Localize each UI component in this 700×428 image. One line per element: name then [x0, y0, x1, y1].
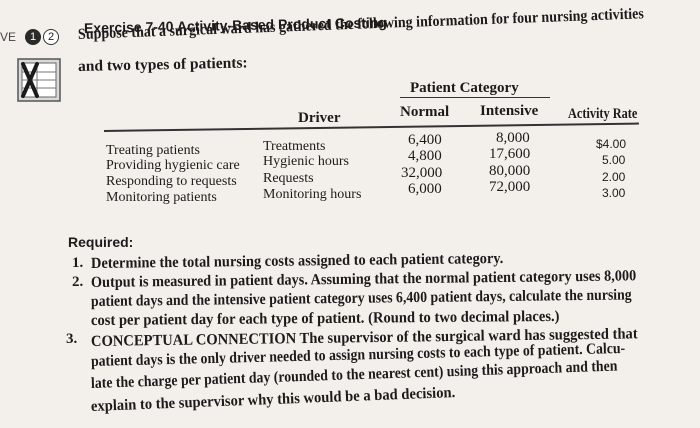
intro-line-1: Suppose that a surgical ward has gathere…: [78, 3, 700, 44]
column-header-driver: Driver: [298, 110, 341, 126]
intro-line-2: and two types of patients:: [77, 54, 248, 75]
table-row-activity: Responding to requests: [106, 174, 237, 189]
table-row-intensive: 72,000: [489, 179, 531, 195]
intro-line-1-text: Suppose that a surgical ward has gathere…: [77, 5, 645, 43]
table-rule: [103, 122, 639, 132]
table-row-rate: $4.00: [596, 137, 627, 151]
table-row-activity: Treating patients: [106, 143, 200, 158]
required-heading: Required:: [68, 234, 134, 250]
column-header-intensive: Intensive: [480, 103, 539, 119]
table-row-normal: 32,000: [401, 165, 443, 181]
required-item-number: 1.: [72, 255, 84, 271]
table-row-rate: 3.00: [602, 186, 626, 200]
table-row-driver: Hygienic hours: [263, 154, 349, 169]
table-row-activity: Providing hygienic care: [106, 158, 240, 173]
column-header-activity-rate: Activity Rate: [568, 106, 638, 122]
table-row-normal: 6,000: [408, 181, 442, 197]
step-two-badge: 2: [43, 29, 59, 45]
table-row-intensive: 8,000: [496, 130, 530, 146]
table-row-rate: 2.00: [602, 170, 626, 184]
table-row-intensive: 80,000: [489, 163, 531, 179]
table-row-intensive: 17,600: [489, 146, 531, 162]
required-item-number: 2.: [72, 274, 84, 290]
table-row-driver: Treatments: [263, 139, 326, 154]
table-row-driver: Monitoring hours: [263, 187, 362, 202]
excel-spreadsheet-icon: [17, 58, 61, 102]
required-item-number: 3.: [66, 331, 78, 347]
table-row-driver: Requests: [263, 171, 314, 186]
patient-category-header: Patient Category: [410, 80, 519, 96]
ve-label: VE: [0, 30, 17, 44]
table-row-normal: 4,800: [408, 148, 442, 164]
table-row-normal: 6,400: [408, 132, 442, 148]
step-one-badge: 1: [25, 29, 41, 45]
table-row-rate: 5.00: [602, 153, 626, 167]
table-row-activity: Monitoring patients: [106, 190, 217, 205]
patient-category-underline: [400, 97, 550, 98]
column-header-normal: Normal: [400, 104, 450, 120]
